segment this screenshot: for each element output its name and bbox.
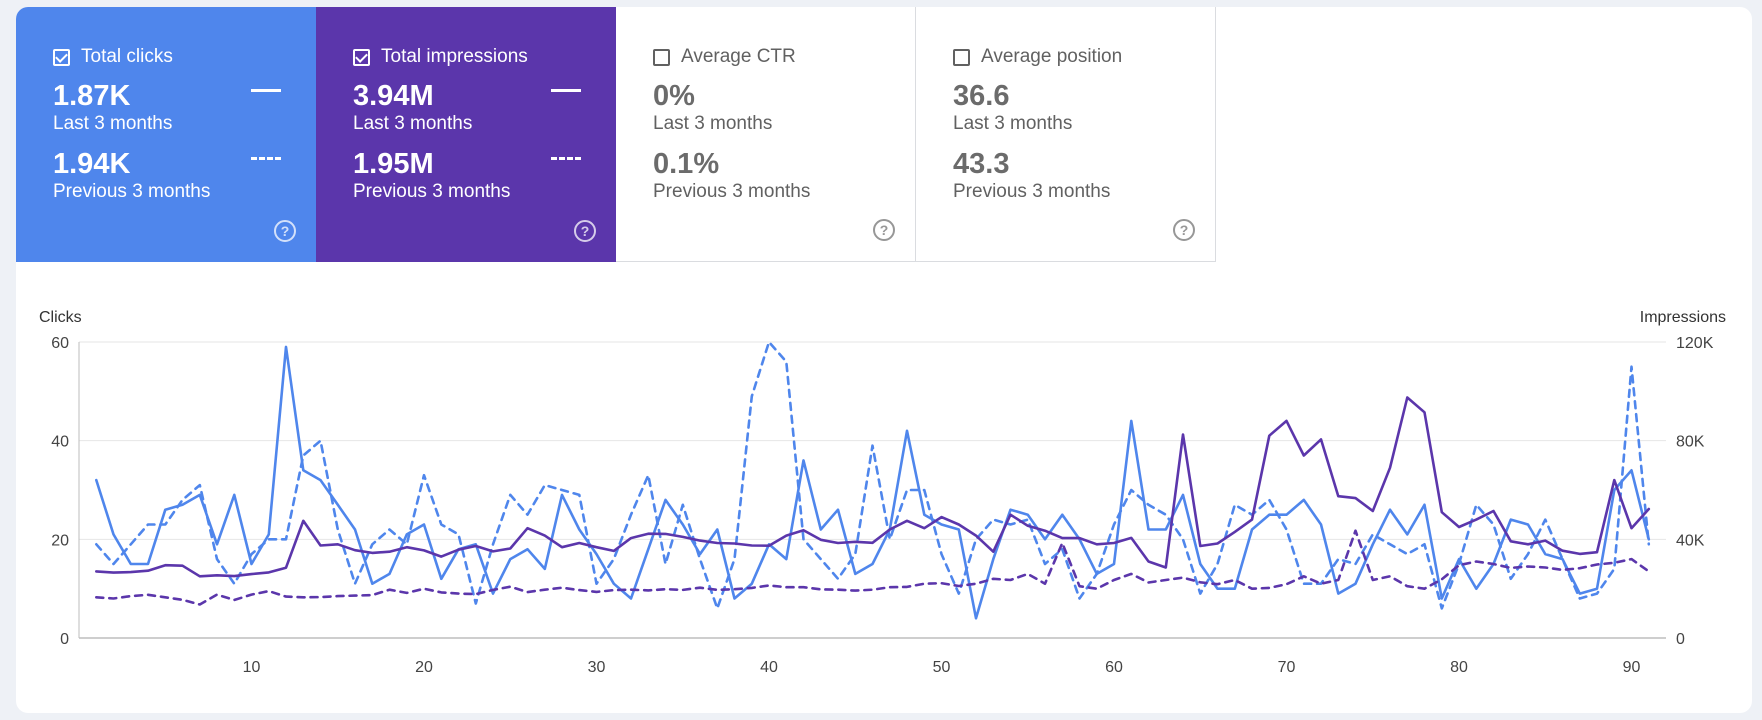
current-value: 36.6 (953, 80, 1010, 112)
series-line-2 (95, 340, 1651, 610)
card-title: Total impressions (381, 46, 528, 67)
series-line-3 (95, 396, 1651, 578)
y-tick-label: 60 (51, 335, 69, 352)
current-value: 0% (653, 80, 695, 112)
y-tick-label: 0 (60, 631, 69, 648)
card-title: Average position (981, 46, 1123, 67)
help-icon[interactable]: ? (274, 220, 296, 242)
checkbox-checked-icon[interactable] (353, 48, 370, 66)
y2-tick-label: 0 (1676, 631, 1685, 648)
dashed-line-legend-icon (251, 157, 281, 160)
help-icon[interactable]: ? (574, 220, 596, 242)
x-tick-label: 50 (933, 659, 951, 676)
previous-value: 43.3 (953, 148, 1010, 180)
help-icon[interactable]: ? (1173, 219, 1195, 241)
x-tick-label: 60 (1105, 659, 1123, 676)
x-tick-label: 40 (760, 659, 778, 676)
axis-ticks: 0 20 40 60 0 40K 80K 120K 10 20 30 40 50 60 70 80 90 (51, 335, 1713, 676)
series-line-4 (95, 529, 1651, 606)
solid-line-legend-icon (551, 89, 581, 92)
y-tick-label: 40 (51, 434, 69, 451)
checkbox-unchecked-icon[interactable] (653, 48, 670, 66)
previous-label: Previous 3 months (53, 181, 211, 202)
previous-value: 1.95M (353, 148, 434, 180)
help-icon[interactable]: ? (873, 219, 895, 241)
current-value: 1.87K (53, 80, 131, 112)
solid-line-legend-icon (251, 89, 281, 92)
card-title: Average CTR (681, 46, 796, 67)
y2-tick-label: 80K (1676, 434, 1705, 451)
previous-value: 0.1% (653, 148, 720, 180)
metric-cards: Total clicks 1.87K Last 3 months 1.94K P… (16, 7, 1216, 262)
checkbox-unchecked-icon[interactable] (953, 48, 970, 66)
card-average-ctr[interactable]: Average CTR 0% Last 3 months 0.1% Previo… (616, 7, 916, 262)
y-tick-label: 20 (51, 532, 69, 549)
card-total-clicks[interactable]: Total clicks 1.87K Last 3 months 1.94K P… (16, 7, 316, 262)
y2-tick-label: 40K (1676, 532, 1705, 549)
y2-tick-label: 120K (1676, 335, 1714, 352)
series-lines (95, 340, 1651, 620)
x-tick-label: 20 (415, 659, 433, 676)
x-tick-label: 70 (1278, 659, 1296, 676)
performance-chart: Clicks Impressions 0 20 40 60 0 40K 80K 120K 10 2… (39, 309, 1726, 676)
previous-label: Previous 3 months (953, 181, 1111, 202)
current-label: Last 3 months (353, 113, 473, 134)
x-tick-label: 80 (1450, 659, 1468, 676)
checkbox-checked-icon[interactable] (53, 48, 70, 66)
x-tick-label: 10 (243, 659, 261, 676)
current-label: Last 3 months (53, 113, 173, 134)
performance-panel: Total clicks 1.87K Last 3 months 1.94K P… (16, 7, 1752, 713)
card-average-position[interactable]: Average position 36.6 Last 3 months 43.3… (916, 7, 1216, 262)
current-label: Last 3 months (953, 113, 1073, 134)
card-total-impressions[interactable]: Total impressions 3.94M Last 3 months 1.… (316, 7, 616, 262)
series-line-1 (95, 345, 1651, 620)
current-value: 3.94M (353, 80, 434, 112)
previous-value: 1.94K (53, 148, 131, 180)
x-tick-label: 90 (1623, 659, 1641, 676)
y-axis-title: Clicks (39, 309, 82, 326)
current-label: Last 3 months (653, 113, 773, 134)
previous-label: Previous 3 months (353, 181, 511, 202)
grid (78, 341, 1666, 639)
dashed-line-legend-icon (551, 157, 581, 160)
card-title: Total clicks (81, 46, 173, 67)
x-tick-label: 30 (588, 659, 606, 676)
previous-label: Previous 3 months (653, 181, 811, 202)
y2-axis-title: Impressions (1640, 309, 1726, 326)
